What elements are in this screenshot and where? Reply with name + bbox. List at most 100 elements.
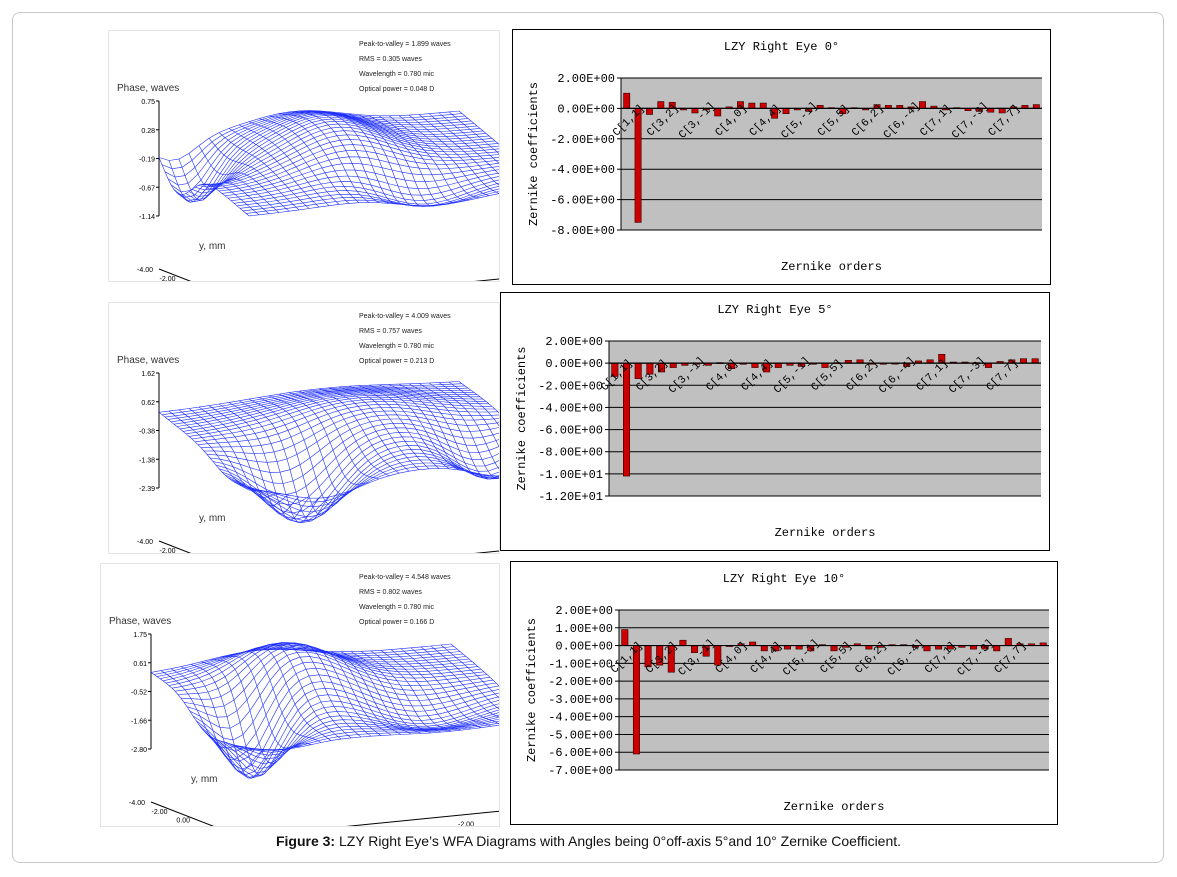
y-axis-line bbox=[150, 801, 215, 826]
mesh-line bbox=[231, 718, 499, 753]
mesh-line bbox=[222, 712, 499, 765]
zernike-bar bbox=[1019, 358, 1027, 364]
chart-svg: LZY Right Eye 10° 2.00E+00 1.00E+00 0.00E+0… bbox=[525, 572, 1049, 814]
y-axis-label: Zernike coefficients bbox=[515, 346, 529, 490]
mesh-line bbox=[248, 193, 499, 217]
mesh-line bbox=[245, 465, 499, 503]
y-tick-label: -4.00E+00 bbox=[538, 401, 603, 415]
mesh-line bbox=[194, 120, 496, 191]
y-tick-label: -4.00E+00 bbox=[550, 163, 615, 177]
zernike-bar bbox=[634, 108, 642, 223]
y-tick-label: 0.00 bbox=[176, 818, 190, 825]
zernike-bar bbox=[657, 101, 665, 109]
mesh-line bbox=[200, 661, 292, 776]
y-tick-label: -1.00E+01 bbox=[538, 468, 603, 482]
x-tick-label: -2.00 bbox=[458, 822, 474, 827]
y-tick-label: -4.00 bbox=[129, 800, 145, 807]
wfa-svg: Phase, waves 1.75 0.61 -0.52 -1.66 -2.80 -4.00… bbox=[109, 616, 499, 827]
wfa-info: Peak-to-valley = 1.899 waves RMS = 0.305 … bbox=[359, 37, 451, 97]
mesh-line bbox=[206, 134, 499, 185]
zernike-bar bbox=[748, 102, 756, 109]
zernike-bar bbox=[1031, 358, 1039, 364]
z-tick-label: 0.75 bbox=[141, 99, 155, 106]
wfa-plot-10deg: Phase, waves 1.75 0.61 -0.52 -1.66 -2.80 -4.00… bbox=[100, 563, 500, 827]
x-axis-line bbox=[345, 810, 499, 826]
z-tick-label: -0.67 bbox=[139, 185, 155, 192]
wfa-info-line: RMS = 0.305 waves bbox=[359, 56, 422, 63]
x-axis-line bbox=[473, 278, 499, 281]
y-tick-label: -8.00E+00 bbox=[538, 446, 603, 460]
mesh-line bbox=[178, 409, 270, 492]
y-tick-label: -6.00E+00 bbox=[550, 194, 615, 208]
zernike-bar bbox=[759, 102, 767, 109]
mesh-line bbox=[228, 402, 320, 524]
wfa-svg: Phase, waves 1.62 0.62 -0.38 -1.38 -2.39 -4.00… bbox=[117, 355, 499, 553]
z-tick-label: 1.75 bbox=[133, 632, 147, 639]
y-tick-label: -2.00 bbox=[160, 276, 176, 281]
mesh-line bbox=[420, 646, 499, 718]
y-tick-label: 0.00E+00 bbox=[555, 640, 613, 654]
mesh-line bbox=[191, 398, 492, 440]
z-tick-label: -1.38 bbox=[139, 457, 155, 464]
zernike-chart-10deg: LZY Right Eye 10° 2.00E+00 1.00E+00 0.00E+0… bbox=[510, 561, 1058, 825]
y-tick-label: -3.00E+00 bbox=[548, 693, 613, 707]
mesh-line bbox=[338, 112, 430, 207]
wfa-info: Peak-to-valley = 4.009 waves RMS = 0.757 … bbox=[359, 309, 451, 369]
y-tick-label: -4.00E+00 bbox=[548, 711, 613, 725]
wfa-plot-0deg: Phase, waves 0.75 0.28 -0.19 -0.67 -1.14 -4.00… bbox=[108, 30, 500, 282]
wavefront-mesh bbox=[158, 381, 499, 524]
mesh-line bbox=[458, 110, 499, 145]
mesh-line bbox=[448, 381, 499, 427]
x-axis-label: Zernike orders bbox=[784, 800, 885, 814]
mesh-line bbox=[428, 382, 499, 470]
mesh-line bbox=[228, 716, 499, 756]
chart-svg: LZY Right Eye 0° 2.00E+00 0.00E+00 -2.00E+0… bbox=[527, 40, 1042, 274]
y-tick-label: 2.00E+00 bbox=[545, 335, 603, 349]
mesh-line bbox=[233, 179, 499, 204]
zernike-bar bbox=[632, 645, 640, 755]
mesh-line bbox=[167, 111, 469, 186]
y-axis-line bbox=[158, 268, 192, 281]
z-tick-label: 0.28 bbox=[141, 128, 155, 135]
mesh-line bbox=[378, 115, 470, 201]
mesh-line bbox=[245, 191, 499, 214]
mesh-line bbox=[227, 445, 499, 523]
mesh-line bbox=[236, 456, 499, 518]
mesh-line bbox=[230, 448, 499, 524]
caption-text: LZY Right Eye’s WFA Diagrams with Angles… bbox=[335, 833, 902, 849]
mesh-line bbox=[398, 115, 490, 196]
phase-axis-label: Phase, waves bbox=[109, 616, 171, 627]
mesh-line bbox=[150, 672, 242, 751]
chart-title: LZY Right Eye 0° bbox=[724, 40, 839, 54]
zernike-chart-0deg: LZY Right Eye 0° 2.00E+00 0.00E+00 -2.00E+0… bbox=[512, 29, 1051, 285]
mesh-line bbox=[237, 722, 499, 750]
y-axis-title: y, mm bbox=[191, 774, 217, 785]
y-tick-label: 2.00E+00 bbox=[557, 72, 615, 86]
y-axis-title: y, mm bbox=[199, 241, 225, 252]
wfa-info: Peak-to-valley = 4.548 waves RMS = 0.802 … bbox=[359, 570, 451, 630]
z-tick-label: 0.61 bbox=[133, 661, 147, 668]
z-tick-label: -1.14 bbox=[139, 214, 155, 221]
zernike-bar bbox=[1004, 638, 1012, 646]
wfa-info-line: Optical power = 0.166 D bbox=[359, 619, 435, 626]
mesh-line bbox=[448, 111, 499, 154]
x-axis-label: Zernike orders bbox=[781, 260, 882, 274]
mesh-line bbox=[236, 182, 499, 207]
y-tick-label: -2.00 bbox=[152, 809, 168, 816]
mesh-line bbox=[233, 452, 499, 522]
wfa-info-line: Peak-to-valley = 1.899 waves bbox=[359, 41, 451, 48]
zernike-bar bbox=[669, 362, 677, 368]
wfa-info-line: Peak-to-valley = 4.548 waves bbox=[359, 574, 451, 581]
mesh-line bbox=[179, 392, 480, 430]
zernike-bar bbox=[623, 362, 631, 477]
zernike-bar bbox=[621, 629, 629, 646]
z-tick-label: -2.39 bbox=[139, 486, 155, 493]
mesh-line bbox=[239, 459, 499, 513]
caption-label: Figure 3: bbox=[275, 833, 336, 849]
wfa-plot-5deg: Phase, waves 1.62 0.62 -0.38 -1.38 -2.39 -4.00… bbox=[108, 302, 500, 554]
mesh-line bbox=[248, 468, 499, 499]
zernike-bar bbox=[679, 639, 687, 646]
wavefront-mesh bbox=[150, 642, 499, 779]
mesh-line bbox=[428, 113, 499, 175]
y-tick-label: -1.00E+00 bbox=[548, 657, 613, 671]
